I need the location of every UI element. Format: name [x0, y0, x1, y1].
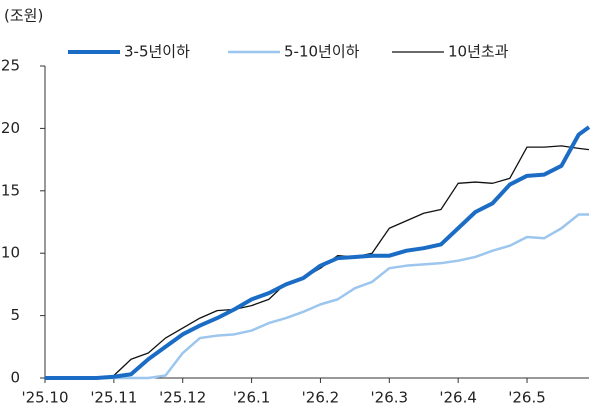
x-tick-label: '26.4	[439, 389, 477, 407]
x-tick-label: '26.5	[508, 389, 546, 407]
y-tick-label: 20	[1, 119, 20, 137]
legend-label: 3-5년이하	[124, 43, 190, 61]
x-tick-label: '26.1	[233, 389, 271, 407]
legend-label: 10년초과	[448, 43, 509, 61]
x-tick-label: '25.12	[159, 389, 206, 407]
y-tick-label: 0	[10, 369, 20, 387]
y-tick-label: 5	[10, 306, 20, 324]
x-tick-label: '25.11	[90, 389, 137, 407]
y-tick-label: 10	[1, 244, 20, 262]
y-tick-label: 15	[1, 181, 20, 199]
x-tick-label: '26.3	[371, 389, 409, 407]
series-line	[45, 145, 590, 379]
x-tick-label: '25.10	[21, 389, 68, 407]
x-tick-label: '26.2	[302, 389, 340, 407]
unit-label: (조원)	[4, 7, 43, 25]
legend-label: 5-10년이하	[284, 43, 360, 61]
series-line	[45, 213, 589, 380]
y-tick-label: 25	[1, 57, 20, 75]
series-line	[45, 125, 591, 380]
